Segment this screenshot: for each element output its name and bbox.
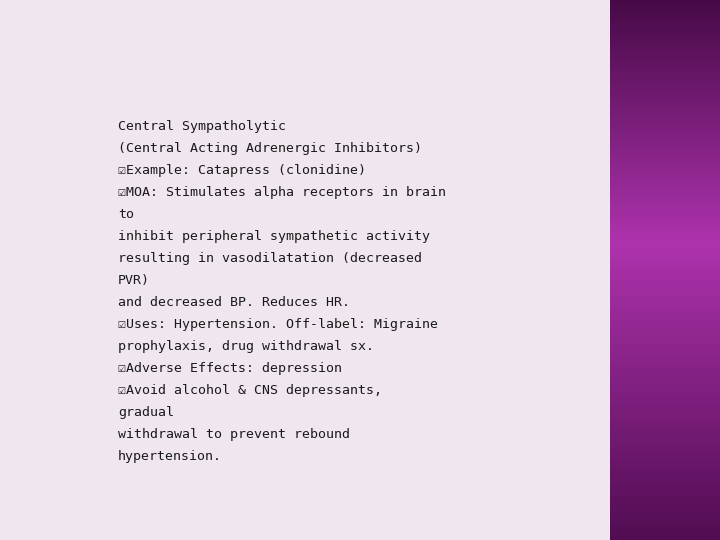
Text: and decreased BP. Reduces HR.: and decreased BP. Reduces HR. xyxy=(118,296,350,309)
Text: to: to xyxy=(118,208,134,221)
Text: hypertension.: hypertension. xyxy=(118,450,222,463)
Text: ☑Avoid alcohol & CNS depressants,: ☑Avoid alcohol & CNS depressants, xyxy=(118,384,382,397)
Text: resulting in vasodilatation (decreased: resulting in vasodilatation (decreased xyxy=(118,252,422,265)
Text: (Central Acting Adrenergic Inhibitors): (Central Acting Adrenergic Inhibitors) xyxy=(118,142,422,155)
Text: withdrawal to prevent rebound: withdrawal to prevent rebound xyxy=(118,428,350,441)
Text: prophylaxis, drug withdrawal sx.: prophylaxis, drug withdrawal sx. xyxy=(118,340,374,353)
Text: gradual: gradual xyxy=(118,406,174,419)
Text: ☑MOA: Stimulates alpha receptors in brain: ☑MOA: Stimulates alpha receptors in brai… xyxy=(118,186,446,199)
Text: Central Sympatholytic: Central Sympatholytic xyxy=(118,120,286,133)
Text: ☑Example: Catapress (clonidine): ☑Example: Catapress (clonidine) xyxy=(118,164,366,177)
Text: inhibit peripheral sympathetic activity: inhibit peripheral sympathetic activity xyxy=(118,230,430,243)
Text: PVR): PVR) xyxy=(118,274,150,287)
Text: ☑Uses: Hypertension. Off-label: Migraine: ☑Uses: Hypertension. Off-label: Migraine xyxy=(118,318,438,331)
Text: ☑Adverse Effects: depression: ☑Adverse Effects: depression xyxy=(118,362,342,375)
